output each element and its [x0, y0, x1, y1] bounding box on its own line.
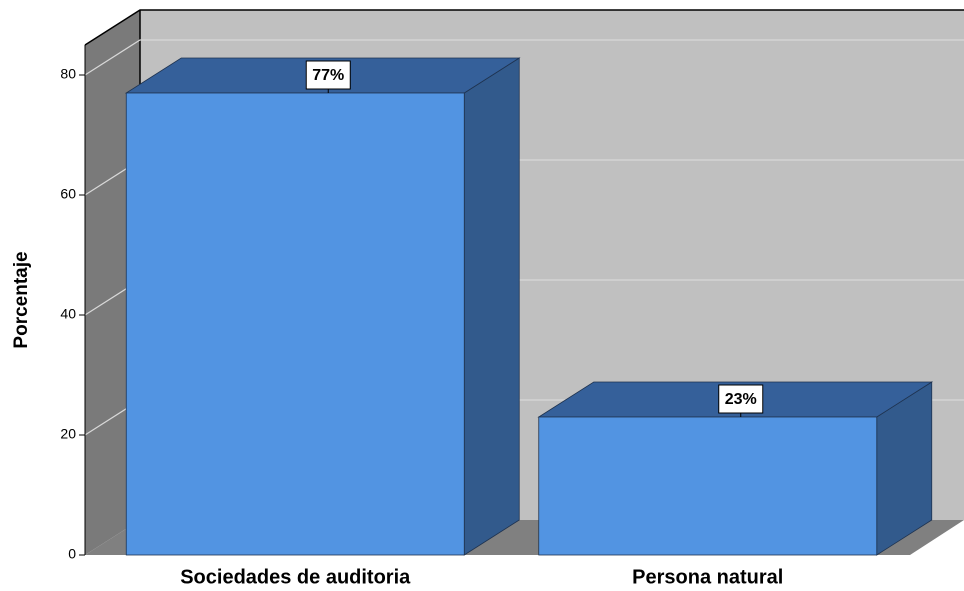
x-tick-label: Sociedades de auditoria — [180, 566, 411, 588]
y-tick-label: 20 — [60, 426, 76, 442]
y-tick-label: 40 — [60, 306, 76, 322]
y-axis-label: Porcentaje — [11, 251, 32, 348]
label-box — [305, 60, 351, 90]
x-tick-label: Persona natural — [632, 566, 783, 588]
grid-line — [84, 39, 964, 76]
data-label: 23% — [725, 391, 757, 408]
bar-side — [463, 57, 520, 556]
y-tick-label: 0 — [68, 546, 76, 562]
y-tick-label: 60 — [60, 186, 76, 202]
data-label: 77% — [312, 67, 344, 84]
bar — [538, 416, 878, 556]
bar — [125, 92, 465, 556]
y-tick-label: 80 — [60, 66, 76, 82]
label-box — [718, 384, 764, 414]
